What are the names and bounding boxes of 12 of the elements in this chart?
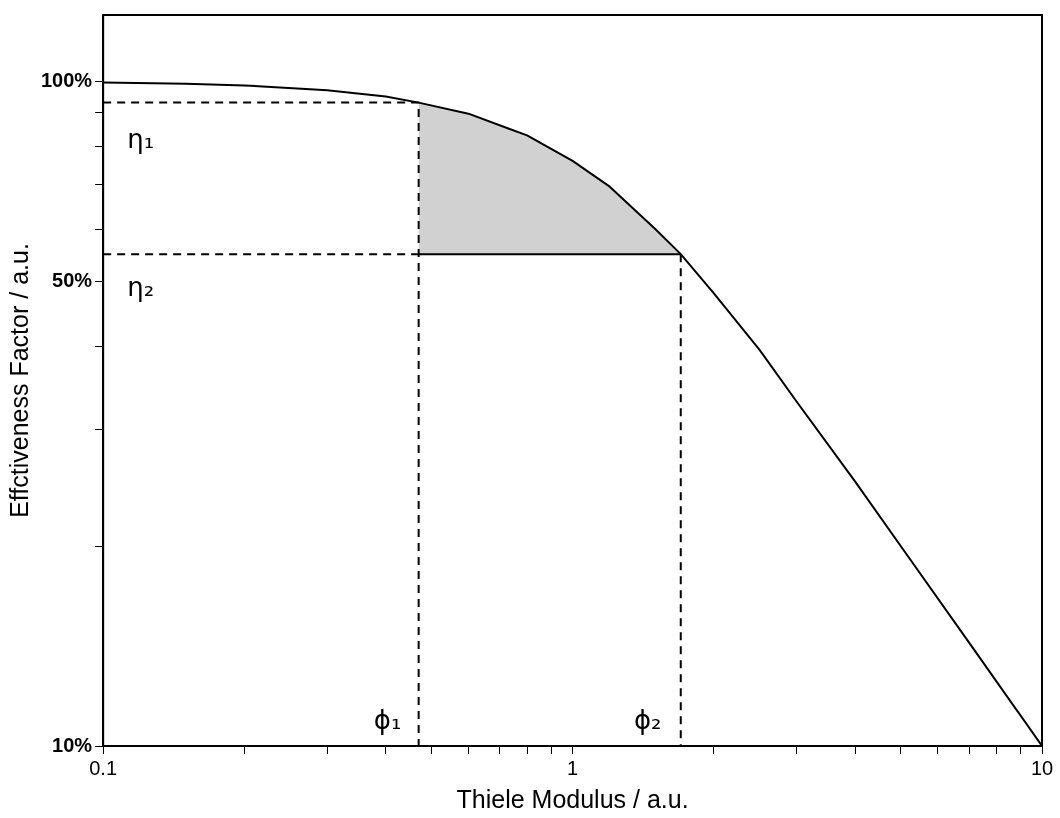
y-tick-label: 100% (41, 69, 93, 92)
y-tick-label: 50% (52, 269, 93, 292)
annotation: η₁ (127, 124, 155, 155)
annotation: ϕ₂ (633, 705, 662, 736)
x-tick-label: 0.1 (89, 756, 118, 779)
x-tick-label: 1 (567, 756, 579, 779)
y-tick-label: 10% (52, 733, 93, 756)
x-tick-label: 10 (1030, 756, 1054, 779)
annotation: ϕ₁ (373, 705, 402, 736)
x-axis-title: Thiele Modulus / a.u. (456, 784, 689, 813)
y-axis-title: Effctiveness Factor / a.u. (4, 243, 33, 518)
annotation: η₂ (127, 271, 155, 302)
